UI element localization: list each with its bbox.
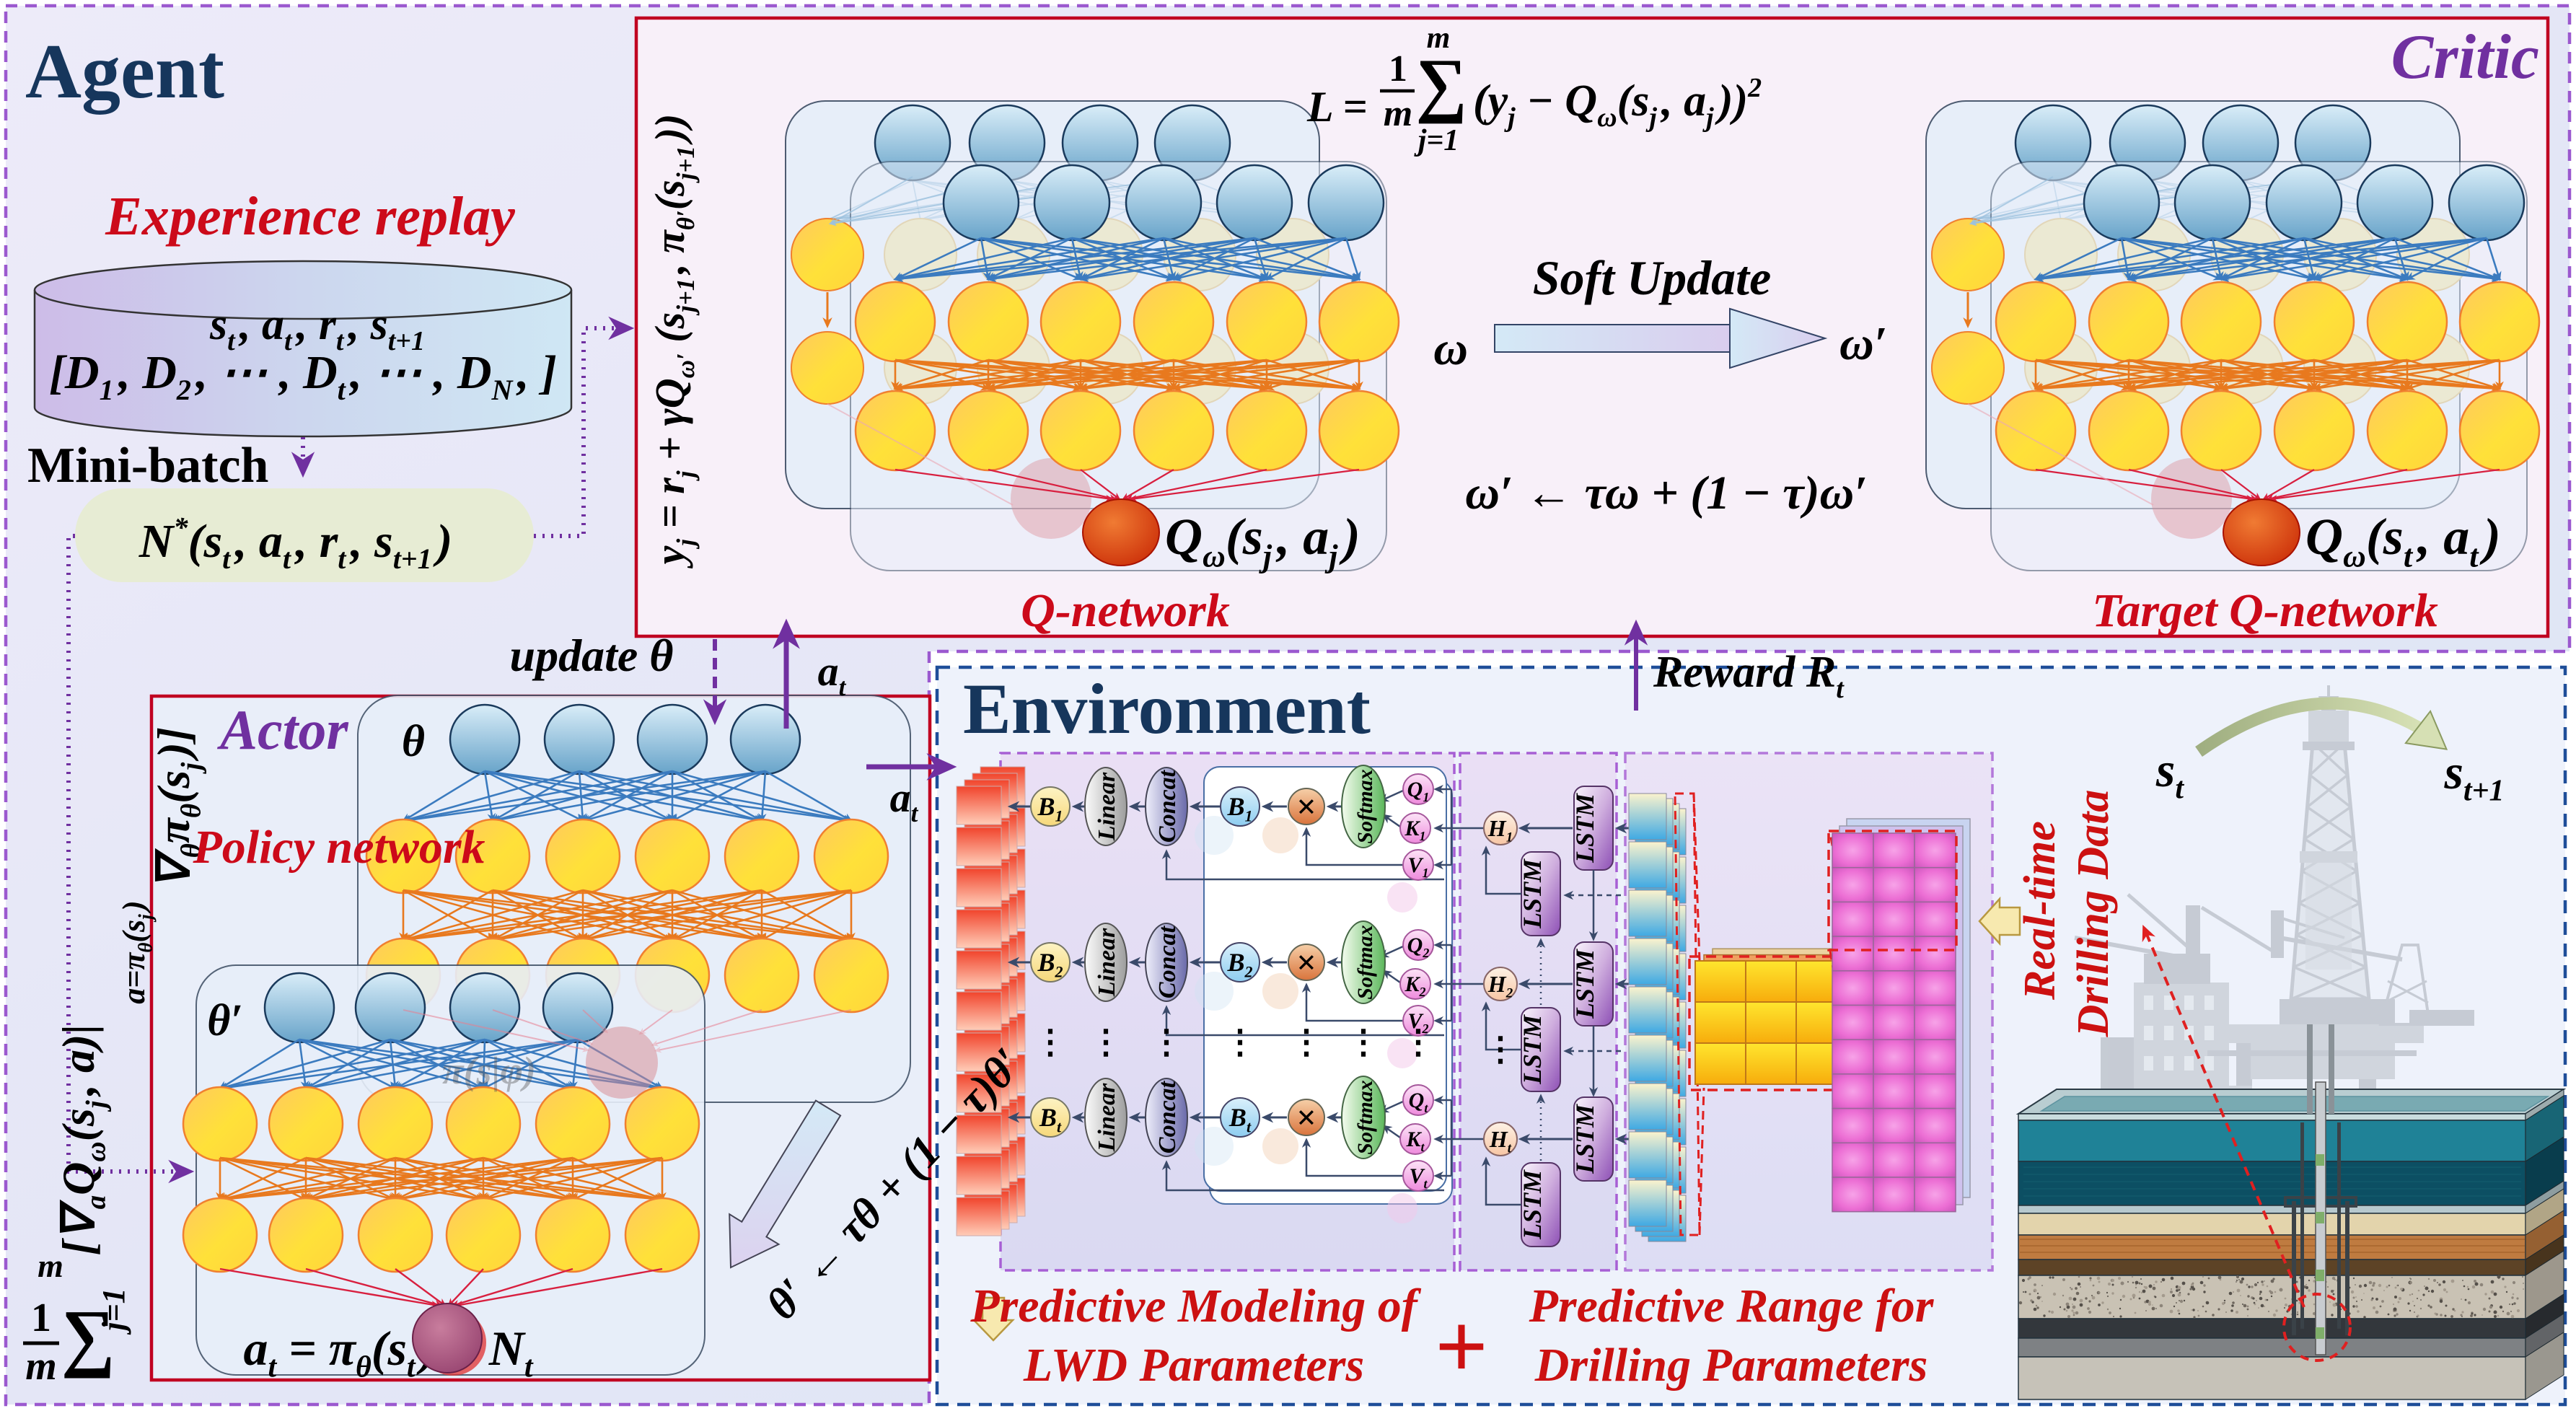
svg-text:⋮: ⋮	[1089, 1024, 1122, 1060]
svg-text:π(s|φ): π(s|φ)	[442, 1049, 536, 1092]
svg-text:ω′ ← τω + (1 − τ)ω′: ω′ ← τω + (1 − τ)ω′	[1465, 467, 1868, 519]
svg-text:Bt: Bt	[1228, 1103, 1252, 1136]
svg-text:Concat: Concat	[1154, 1080, 1181, 1153]
svg-text:ω: ω	[1433, 322, 1468, 375]
svg-text:∑: ∑	[61, 1294, 115, 1379]
svg-text:Linear: Linear	[1094, 772, 1120, 841]
svg-text:LSTM: LSTM	[1518, 1169, 1547, 1240]
svg-text:⋮: ⋮	[1347, 1024, 1380, 1060]
svg-text:j=1: j=1	[1414, 124, 1459, 157]
svg-text:LSTM: LSTM	[1518, 1014, 1547, 1085]
svg-text:Vt: Vt	[1409, 1164, 1428, 1191]
svg-text:Qω(st, at): Qω(st, at)	[2305, 508, 2501, 573]
svg-text:Kt: Kt	[1405, 1128, 1425, 1154]
svg-text:∑: ∑	[1415, 44, 1467, 124]
svg-text:1: 1	[31, 1296, 51, 1340]
svg-text:Q-network: Q-network	[1021, 584, 1230, 637]
svg-text:Linear: Linear	[1094, 1083, 1120, 1152]
svg-text:LSTM: LSTM	[1518, 858, 1547, 929]
svg-text:L =: L =	[1306, 83, 1368, 131]
svg-text:Softmax: Softmax	[1353, 769, 1377, 843]
svg-text:Predictive Range for: Predictive Range for	[1529, 1280, 1935, 1332]
svg-text:Soft Update: Soft Update	[1533, 250, 1772, 305]
svg-text:[∇aQω(sj, a)|: [∇aQω(sj, a)|	[53, 1024, 111, 1256]
svg-text:Q1: Q1	[1407, 778, 1430, 804]
svg-text:Softmax: Softmax	[1353, 925, 1377, 999]
svg-text:⋮: ⋮	[1402, 1024, 1435, 1060]
svg-text:Reward Rt: Reward Rt	[1653, 648, 1845, 704]
svg-text:⋮: ⋮	[1223, 1024, 1257, 1060]
svg-text:Experience replay: Experience replay	[105, 186, 515, 247]
svg-text:Mini-batch: Mini-batch	[27, 438, 268, 493]
svg-text:Qω(sj, aj): Qω(sj, aj)	[1165, 508, 1360, 573]
svg-text:Concat: Concat	[1154, 769, 1181, 843]
svg-text:Target Q-network: Target Q-network	[2092, 584, 2438, 637]
svg-text:Q2: Q2	[1407, 933, 1430, 960]
svg-text:m: m	[38, 1247, 63, 1284]
svg-text:N*(st, at, rt, st+1): N*(st, at, rt, st+1)	[139, 511, 452, 575]
svg-text:Policy network: Policy network	[192, 821, 485, 874]
svg-text:⋮: ⋮	[1290, 1024, 1323, 1060]
svg-text:B1: B1	[1226, 792, 1252, 825]
svg-text:(yj − Qω(sj, aj))2: (yj − Qω(sj, aj))2	[1473, 73, 1762, 133]
svg-text:update θ: update θ	[510, 630, 674, 681]
svg-text:j=1: j=1	[96, 1288, 131, 1335]
svg-text:K2: K2	[1404, 972, 1425, 999]
svg-text:m: m	[25, 1344, 57, 1389]
svg-text:×: ×	[1296, 788, 1316, 826]
svg-text:Critic: Critic	[2391, 22, 2539, 92]
svg-text:Actor: Actor	[216, 698, 348, 761]
svg-text:B1: B1	[1037, 792, 1063, 825]
svg-text:Real-time: Real-time	[2015, 821, 2065, 1001]
svg-text:m: m	[1427, 22, 1451, 55]
svg-text:K1: K1	[1404, 817, 1425, 843]
svg-text:V2: V2	[1407, 1009, 1428, 1036]
svg-text:θ′: θ′	[207, 996, 243, 1045]
svg-text:+: +	[1435, 1295, 1488, 1399]
svg-text:×: ×	[1296, 944, 1316, 982]
svg-text:Predictive Modeling of: Predictive Modeling of	[970, 1280, 1422, 1332]
svg-text:Bt: Bt	[1039, 1103, 1062, 1136]
svg-text:st, at, rt, st+1: st, at, rt, st+1	[209, 300, 425, 356]
svg-text:⋮: ⋮	[1034, 1024, 1067, 1060]
svg-text:a=πθ(sj): a=πθ(sj)	[116, 900, 157, 1003]
svg-text:⋮: ⋮	[1484, 1031, 1517, 1068]
svg-text:[D1, D2, ⋯ , Dt, ⋯ , DN, ]: [D1, D2, ⋯ , Dt, ⋯ , DN, ]	[49, 346, 557, 406]
svg-text:×: ×	[1296, 1099, 1316, 1137]
svg-text:m: m	[1384, 93, 1412, 134]
svg-text:LWD Parameters: LWD Parameters	[1023, 1339, 1364, 1392]
svg-text:H2: H2	[1487, 971, 1513, 1001]
svg-text:st+1: st+1	[2443, 744, 2504, 807]
svg-text:yj = rj + γQω′ (sj+1, πθ′(sj+1: yj = rj + γQω′ (sj+1, πθ′(sj+1))	[646, 114, 700, 569]
svg-text:B2: B2	[1037, 948, 1063, 981]
svg-text:LSTM: LSTM	[1570, 1103, 1599, 1174]
svg-text:Ht: Ht	[1489, 1126, 1512, 1156]
svg-text:Softmax: Softmax	[1353, 1080, 1377, 1154]
svg-text:Concat: Concat	[1154, 925, 1181, 998]
svg-text:LSTM: LSTM	[1570, 948, 1599, 1019]
svg-text:at: at	[818, 648, 847, 701]
svg-text:st: st	[2155, 742, 2184, 805]
svg-text:B2: B2	[1226, 948, 1252, 981]
svg-text:LSTM: LSTM	[1570, 792, 1599, 863]
svg-text:ω′: ω′	[1839, 317, 1887, 370]
svg-text:Linear: Linear	[1094, 928, 1120, 997]
svg-text:θ: θ	[402, 717, 425, 766]
svg-text:Drilling Parameters: Drilling Parameters	[1534, 1339, 1928, 1392]
svg-text:Agent: Agent	[25, 29, 224, 115]
svg-text:V1: V1	[1407, 853, 1428, 880]
svg-text:Environment: Environment	[963, 669, 1371, 749]
svg-text:⋮: ⋮	[1150, 1024, 1183, 1060]
svg-text:at = πθ(st) + Nt: at = πθ(st) + Nt	[243, 1321, 533, 1384]
svg-text:Drilling Data: Drilling Data	[2069, 790, 2118, 1038]
svg-text:H1: H1	[1487, 815, 1513, 845]
svg-text:at: at	[890, 774, 919, 827]
svg-text:Qt: Qt	[1409, 1089, 1429, 1115]
svg-text:1: 1	[1389, 48, 1407, 89]
